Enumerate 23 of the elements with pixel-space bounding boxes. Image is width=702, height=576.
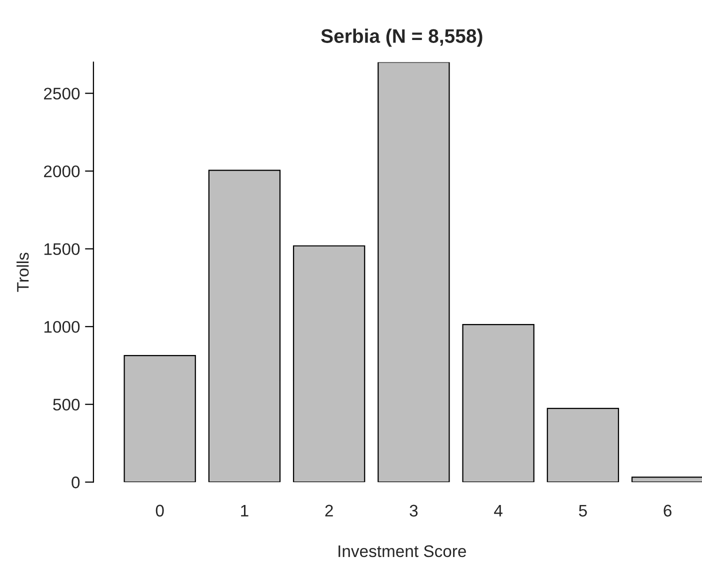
x-tick-label: 6 [664, 504, 672, 517]
x-tick-label: 4 [494, 504, 502, 516]
y-tick-label: 2500 [44, 88, 80, 100]
bar [124, 354, 196, 482]
y-tick-label: 0 [72, 476, 80, 488]
x-tick-label: 3 [410, 504, 418, 517]
x-tick-label: 0 [156, 504, 164, 517]
bar [208, 170, 281, 482]
bar [631, 476, 702, 482]
y-axis-title: Trolls [16, 252, 29, 292]
bar [378, 62, 450, 482]
y-tick-label: 2000 [44, 165, 80, 178]
x-axis-title: Investment Score [338, 545, 466, 558]
y-tick-label: 500 [53, 398, 80, 411]
bar [292, 245, 366, 482]
bar [546, 408, 620, 482]
y-tick-label: 1500 [44, 243, 80, 256]
bar [462, 324, 534, 482]
x-tick-label: 5 [578, 504, 587, 517]
x-tick-label: 1 [241, 504, 248, 516]
y-tick-label: 1000 [44, 320, 80, 333]
chart-title: Serbia (N = 8,558) [321, 28, 482, 47]
x-tick-label: 2 [325, 504, 333, 516]
